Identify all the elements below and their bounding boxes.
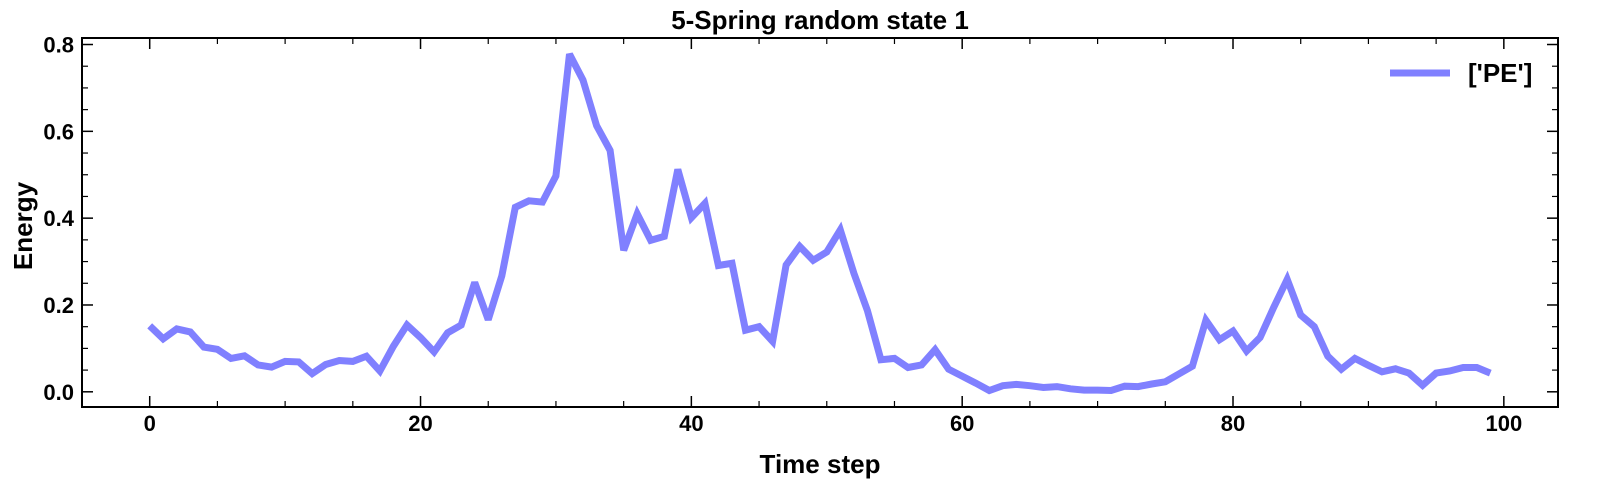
chart-title: 5-Spring random state 1 — [671, 5, 969, 35]
series-line-pe — [147, 52, 1492, 395]
y-tick-label: 0.2 — [43, 293, 74, 318]
y-tick-label: 0.6 — [43, 119, 74, 144]
y-tick-label: 0.8 — [43, 33, 74, 58]
x-tick-label: 40 — [679, 411, 703, 436]
plot-frame — [81, 37, 1559, 408]
x-tick-label: 100 — [1485, 411, 1522, 436]
y-tick-label: 0.0 — [43, 380, 74, 405]
x-axis-label: Time step — [760, 449, 881, 479]
x-tick-label: 80 — [1221, 411, 1245, 436]
y-tick-label: 0.4 — [43, 206, 74, 231]
legend-label: ['PE'] — [1468, 58, 1532, 88]
y-axis-label: Energy — [8, 181, 38, 270]
x-tick-label: 20 — [408, 411, 432, 436]
x-tick-label: 0 — [144, 411, 156, 436]
plot-area: 0 20 40 60 80 100 0.0 0.2 0.4 0.6 0.8 ['PE'] — [43, 33, 1559, 436]
x-tick-label: 60 — [950, 411, 974, 436]
